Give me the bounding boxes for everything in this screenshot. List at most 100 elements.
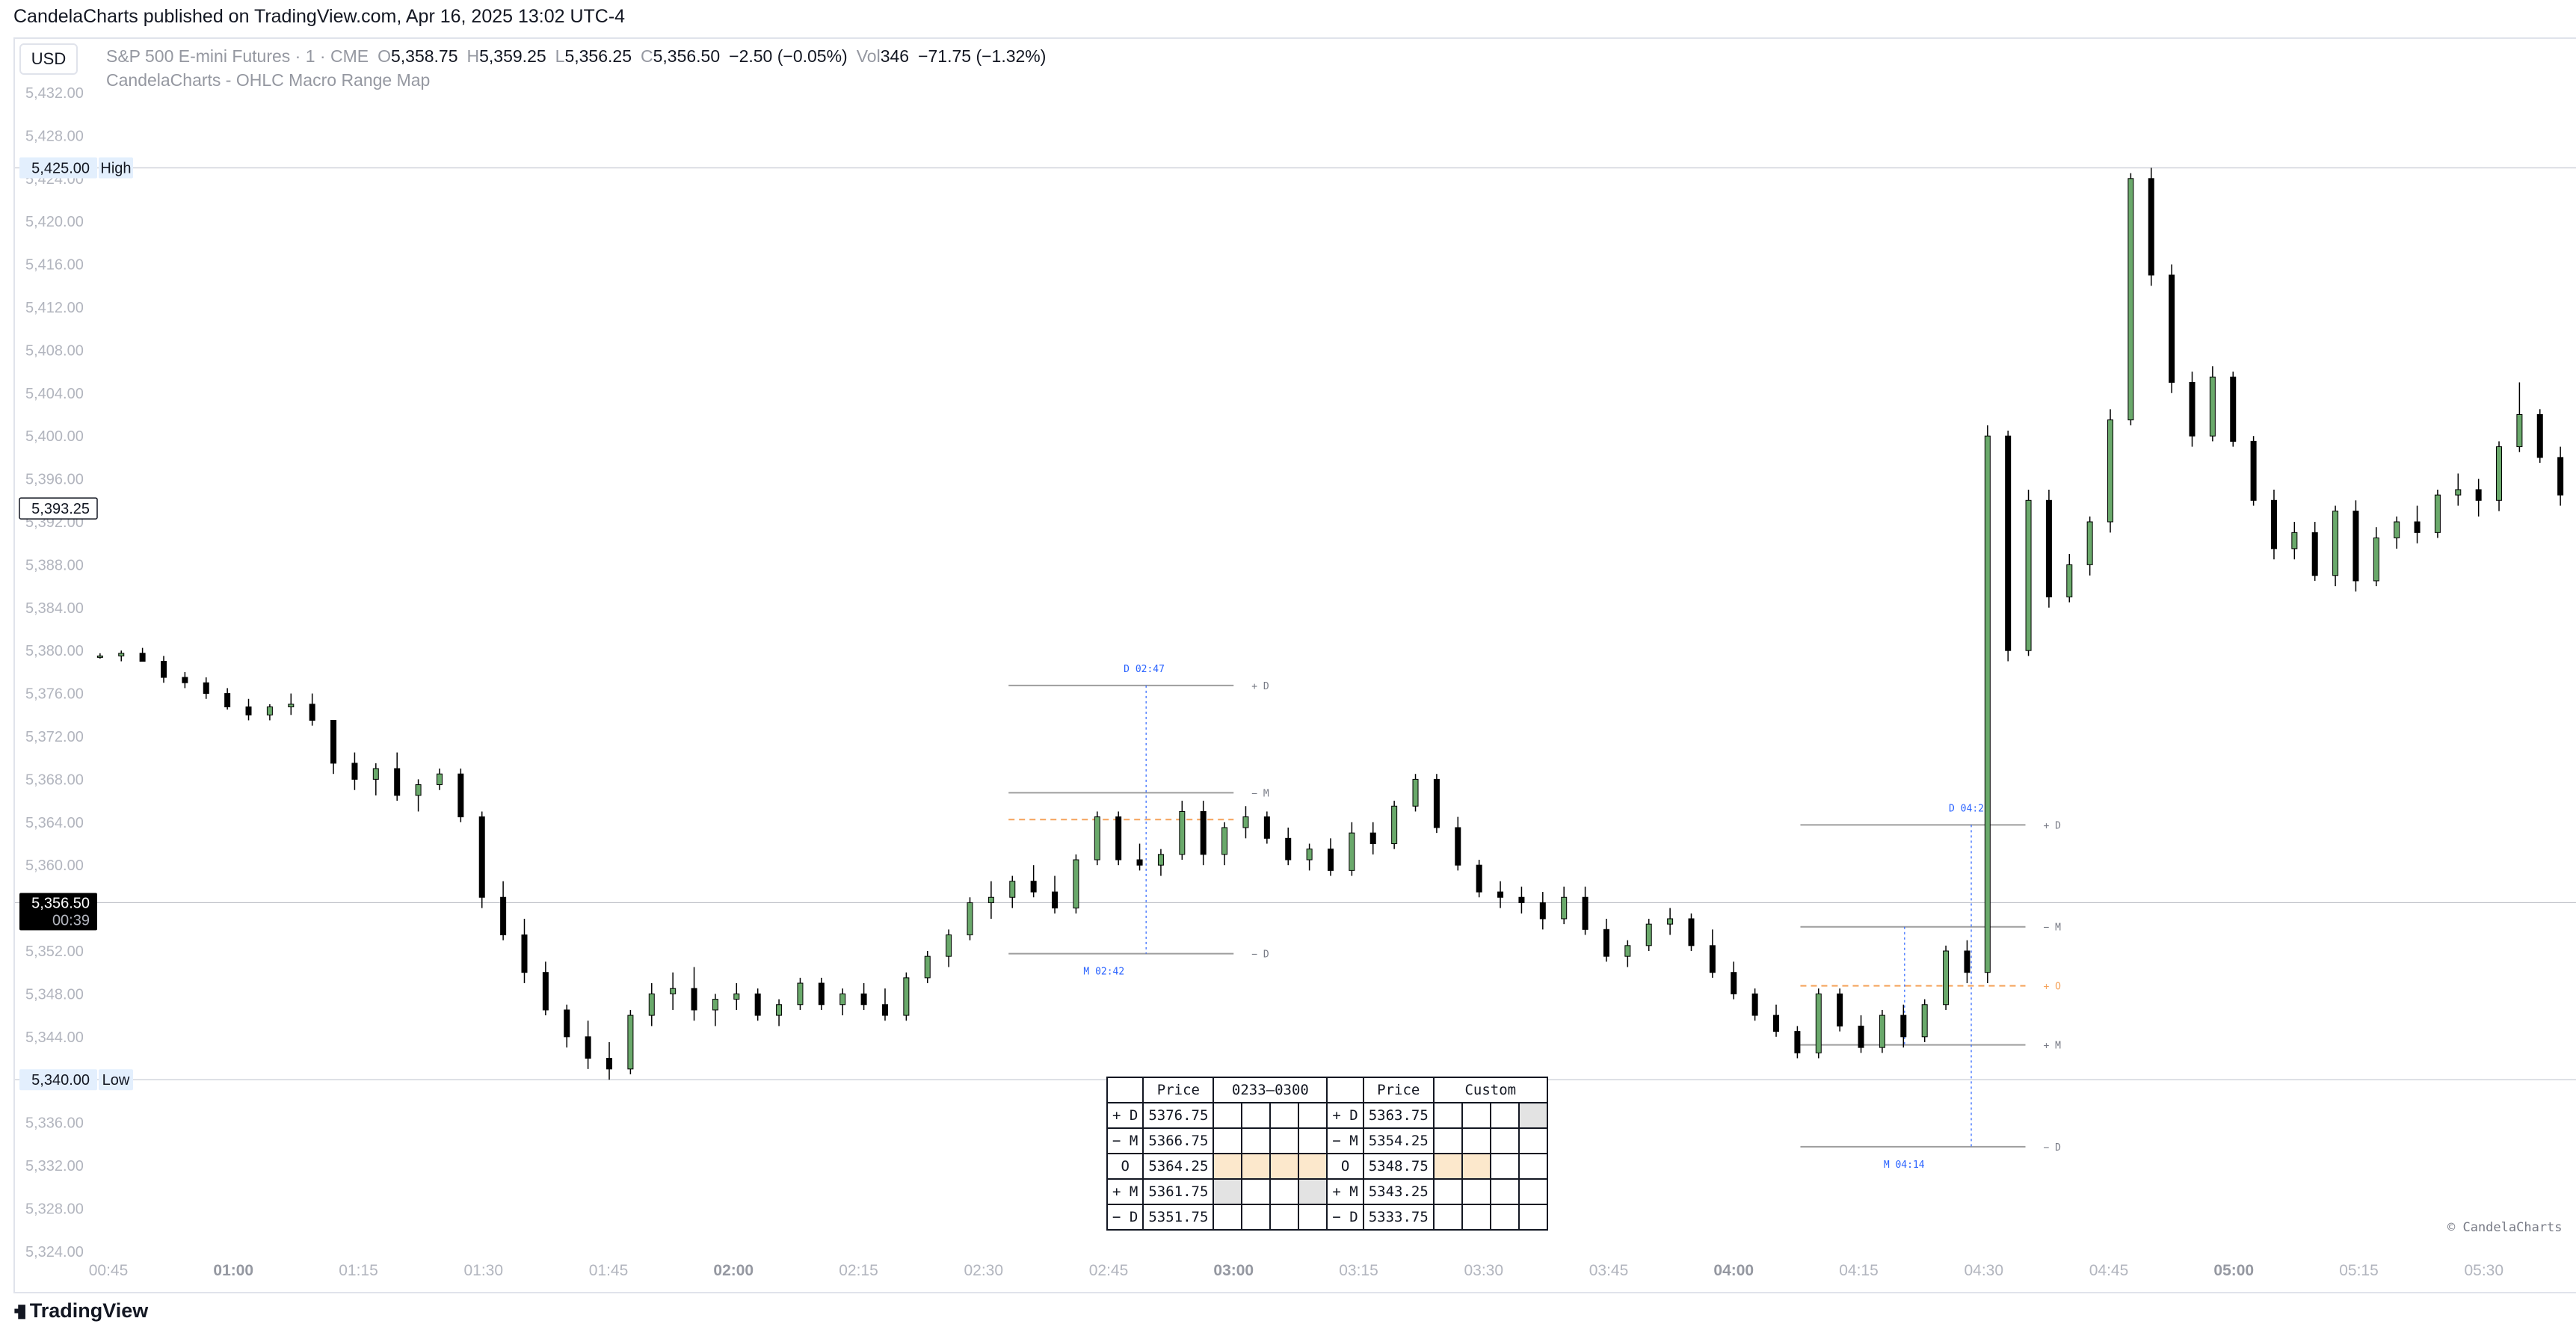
- candle-body: [1327, 849, 1334, 871]
- level-label-cell: − M: [1326, 1127, 1364, 1154]
- tick-cell: [1517, 1204, 1548, 1231]
- table-header-cell: 0233–0300: [1212, 1077, 1328, 1103]
- candle-body: [2230, 376, 2237, 442]
- candle-body: [500, 896, 507, 935]
- last-price-price: 5,356.50: [31, 895, 90, 911]
- candle-body: [2066, 564, 2073, 597]
- y-tick-label: 5,328.00: [25, 1201, 84, 1217]
- tick-cell: [1432, 1127, 1463, 1154]
- x-tick-label: 01:15: [339, 1262, 378, 1279]
- symbol-name[interactable]: S&P 500 E-mini Futures · 1 · CME: [106, 46, 369, 66]
- low-level-bg: [19, 1069, 97, 1091]
- candle-body: [1242, 816, 1249, 828]
- level-price-cell: 5364.25: [1142, 1153, 1215, 1180]
- tick-cell: [1489, 1127, 1520, 1154]
- level-label-cell: + D: [1106, 1102, 1144, 1129]
- tick-cell: [1461, 1127, 1491, 1154]
- range-level-label: + M: [2044, 1041, 2062, 1052]
- x-tick-label: 01:00: [213, 1262, 253, 1279]
- last-price-countdown: 00:39: [52, 912, 90, 929]
- candle-body: [1349, 832, 1355, 871]
- candle-body: [1667, 918, 1674, 925]
- candle-body: [564, 1009, 570, 1038]
- candle-body: [797, 982, 804, 1006]
- y-tick-label: 5,432.00: [25, 85, 84, 102]
- candle-body: [2455, 489, 2462, 496]
- x-tick-label: 01:45: [589, 1262, 629, 1279]
- candle-body: [903, 977, 910, 1016]
- watermark: © CandelaCharts: [2447, 1220, 2563, 1235]
- level-price-cell: 5366.75: [1142, 1127, 1215, 1154]
- candle-body: [1603, 929, 1609, 957]
- candle-body: [160, 661, 167, 678]
- candle-body: [478, 816, 485, 898]
- tick-cell: [1269, 1127, 1300, 1154]
- high-level-price: 5,425.00: [31, 160, 90, 176]
- tick-cell: [1269, 1178, 1300, 1205]
- candle-body: [2557, 457, 2564, 496]
- candle-body: [372, 768, 379, 780]
- level-label-cell: − D: [1326, 1204, 1364, 1231]
- candle-body: [691, 988, 697, 1011]
- y-tick-label: 5,416.00: [25, 257, 84, 274]
- indicator-title[interactable]: CandelaCharts - OHLC Macro Range Map: [106, 70, 431, 90]
- range-level-label: + D: [2044, 820, 2062, 831]
- tick-cell: [1241, 1178, 1272, 1205]
- candle-body: [2045, 499, 2052, 597]
- tradingview-logo[interactable]: ▪▮ TradingView: [13, 1299, 148, 1323]
- candle-body: [1645, 923, 1652, 946]
- candle-body: [754, 993, 761, 1016]
- crosshair-price-price: 5,393.25: [31, 501, 90, 517]
- candle-body: [1837, 993, 1843, 1026]
- last-price-bg: [19, 893, 97, 931]
- range-level-label: − M: [1251, 788, 1269, 799]
- candle-body: [1815, 993, 1822, 1053]
- level-label-cell: − M: [1106, 1127, 1144, 1154]
- candle-body: [839, 993, 846, 1006]
- candle-body: [1052, 891, 1059, 909]
- tick-cell: [1461, 1178, 1491, 1205]
- x-tick-label: 05:00: [2213, 1262, 2254, 1279]
- chart-frame[interactable]: [13, 37, 2576, 1293]
- candle-body: [542, 972, 549, 1011]
- candle-body: [457, 773, 464, 818]
- high-level-tag-bg: [99, 157, 133, 179]
- table-header-cell: [1326, 1077, 1364, 1103]
- table-row: + M 5361.75 + M 5343.25: [1106, 1178, 1548, 1205]
- table-row: − D 5351.75− D 5333.75: [1106, 1204, 1548, 1231]
- candle-body: [1561, 896, 1568, 920]
- y-tick-label: 5,412.00: [25, 300, 84, 316]
- candle-body: [330, 719, 337, 764]
- tick-cell: [1432, 1102, 1463, 1129]
- tick-cell: [1517, 1127, 1548, 1154]
- close-value: 5,356.50: [653, 46, 721, 66]
- candle-body: [2475, 489, 2482, 501]
- tick-cell: [1517, 1153, 1548, 1180]
- candle-body: [1688, 918, 1695, 946]
- candle-body: [987, 896, 994, 903]
- candle-body: [245, 706, 252, 715]
- candle-body: [2516, 414, 2523, 448]
- level-price-cell: 5376.75: [1142, 1102, 1215, 1129]
- candle-body: [1943, 950, 1950, 1006]
- low-label: L: [555, 46, 565, 66]
- tick-cell: [1241, 1153, 1272, 1180]
- change-value: −2.50 (−0.05%): [729, 46, 848, 66]
- x-tick-label: 04:00: [1713, 1262, 1754, 1279]
- y-tick-label: 5,348.00: [25, 986, 84, 1003]
- x-tick-label: 05:15: [2339, 1262, 2379, 1279]
- candle-body: [1263, 816, 1270, 839]
- y-tick-label: 5,376.00: [25, 686, 84, 703]
- tick-cell: [1489, 1204, 1520, 1231]
- candle-body: [203, 682, 209, 695]
- y-tick-label: 5,420.00: [25, 214, 84, 230]
- tick-cell: [1461, 1102, 1491, 1129]
- candle-body: [1221, 827, 1228, 855]
- currency-button[interactable]: USD: [19, 43, 78, 75]
- tick-cell: [1298, 1102, 1328, 1129]
- tick-cell: [1432, 1178, 1463, 1205]
- candle-body: [1094, 816, 1100, 861]
- candle-body: [521, 934, 528, 973]
- x-tick-label: 01:30: [463, 1262, 503, 1279]
